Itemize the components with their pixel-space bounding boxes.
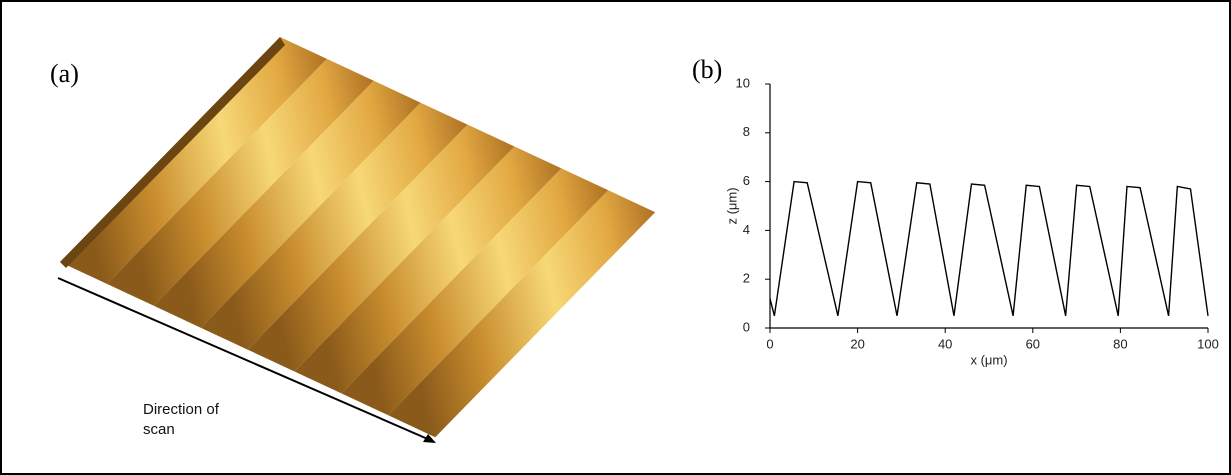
ridge [388,190,656,438]
scan-arrow [57,277,431,441]
x-tick-label: 40 [938,336,952,351]
ridge [60,37,327,284]
x-axis-label: x (μm) [970,352,1007,367]
x-tick-label: 60 [1026,336,1040,351]
annotation: Direction of scan [143,401,219,438]
y-tick-label: 8 [743,124,750,139]
profile-line [769,180,1209,316]
y-tick-label: 10 [736,75,750,90]
ridge [247,124,515,372]
x-tick-label: 100 [1197,336,1219,351]
panel-label: (a) [50,59,79,88]
x-tick-label: 80 [1113,336,1127,351]
y-axis-label: z (μm) [724,187,739,224]
ridge [106,58,374,306]
x-tick-label: 20 [850,336,864,351]
x-tick-label: 0 [766,336,773,351]
side-face [60,37,285,268]
ridge [200,102,468,350]
ridge [153,80,421,328]
y-tick-label: 4 [743,222,750,237]
panel-label: (b) [692,55,722,84]
ridge [341,168,609,416]
arrow-head [423,434,436,443]
y-tick-label: 2 [743,271,750,286]
y-tick-label: 6 [743,173,750,188]
ridge [294,146,562,394]
surface-render [60,37,656,438]
y-tick-label: 0 [743,319,750,334]
